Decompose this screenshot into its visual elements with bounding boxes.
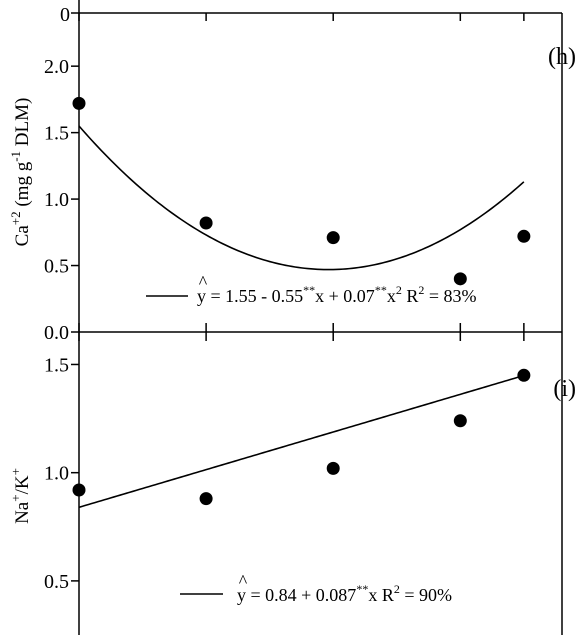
panel-h-legend: ^ y = 1.55 - 0.55**x + 0.07**x2 R2 = 83% [146,272,476,306]
panel-h-data-point [72,96,86,110]
panel-i-ylabel-mid: /K [12,475,33,494]
panel-h-eq-hat: ^ [199,272,208,292]
panel-h-equation: y = 1.55 - 0.55**x + 0.07**x2 R2 = 83% [197,283,476,306]
panel-i-yticks: 0.5 1.0 1.5 [44,354,79,593]
panel-i-eq-s2: 2 [394,582,400,596]
panel-i-eq-t1: = 0.84 + 0.087 [246,585,356,605]
panel-i-points [72,368,531,506]
panel-h-data-point [517,229,531,243]
panel-h-ytick-label: 1.0 [44,189,69,211]
panel-i-label: (i) [553,376,576,402]
panel-h-eq-s2: ** [375,283,387,297]
panel-i: 0.51.01.5 (i) Na+/K+ ^ y = 0.84 + 0.087*… [8,332,576,635]
panel-h-ylabel-sup1: +2 [8,211,23,225]
panel-i-data-point [199,492,213,506]
panel-h-ytick-label: 0.5 [44,256,69,278]
panel-h-ylabel-mid: (mg g [12,161,33,211]
panel-i-fit-line [78,374,525,509]
panel-h-points [72,96,531,286]
panel-i-y-axis-label: Na+/K+ [8,468,33,524]
panel-h-y-axis-label: Ca+2 (mg g-1 DLM) [8,98,33,247]
panel-h-data-point [326,231,340,245]
panel-i-ylabel-base: Na [12,501,33,524]
panel-h-data-point [453,272,467,286]
panel-i-ylabel-sup1: + [8,494,23,501]
panel-i-xticks [78,332,525,341]
panel-i-ytick-label: 1.0 [44,463,69,485]
panel-i-data-point [326,461,340,475]
panel-h: 0 0.00.51.01.52.0 (h) Ca+2 (mg g-1 DLM) … [8,0,576,344]
panel-i-eq-hat: ^ [239,571,248,591]
panel-h-eq-t4: R [402,286,419,306]
panel-h-ylabel-sup2: -1 [8,151,23,162]
panel-h-eq-y: y [197,286,206,306]
panel-i-data-point [72,483,86,497]
panel-i-data-point [517,368,531,382]
panel-i-ytick-label: 1.5 [44,354,69,376]
panel-h-ytick-label: 0.0 [44,322,69,344]
panel-h-top-tick-label: 0 [60,4,70,26]
panel-i-eq-t2: x R [368,585,394,605]
panel-h-eq-s4: 2 [418,283,424,297]
panel-h-ytick-label: 1.5 [44,123,69,145]
panel-i-eq-s1: ** [356,582,368,596]
panel-i-data-point [453,414,467,428]
panel-h-yticks: 0.0 0.5 1.0 1.5 2.0 [44,56,79,344]
panel-i-legend: ^ y = 0.84 + 0.087**x R2 = 90% [180,571,452,605]
panel-h-eq-t3: x [387,286,396,306]
panel-h-ylabel-base: Ca [12,225,33,247]
panel-h-fit-curve [78,125,525,271]
panel-i-eq-y: y [237,585,246,605]
panel-h-eq-t1: = 1.55 - 0.55 [206,286,303,306]
panel-h-ytick-label: 2.0 [44,56,69,78]
panel-i-ylabel-sup2: + [8,468,23,475]
panel-h-label: (h) [548,44,576,70]
panel-i-equation: y = 0.84 + 0.087**x R2 = 90% [237,582,452,605]
panel-h-xticks [78,13,525,332]
panel-h-eq-s3: 2 [396,283,402,297]
panel-i-eq-t3: = 90% [400,585,452,605]
panel-h-ylabel-end: DLM) [12,98,33,151]
panel-h-data-point [199,216,213,230]
panel-h-eq-s1: ** [303,283,315,297]
panel-h-eq-t5: = 83% [424,286,476,306]
panel-i-ytick-label: 0.5 [44,571,69,593]
panel-h-eq-t2: x + 0.07 [315,286,375,306]
